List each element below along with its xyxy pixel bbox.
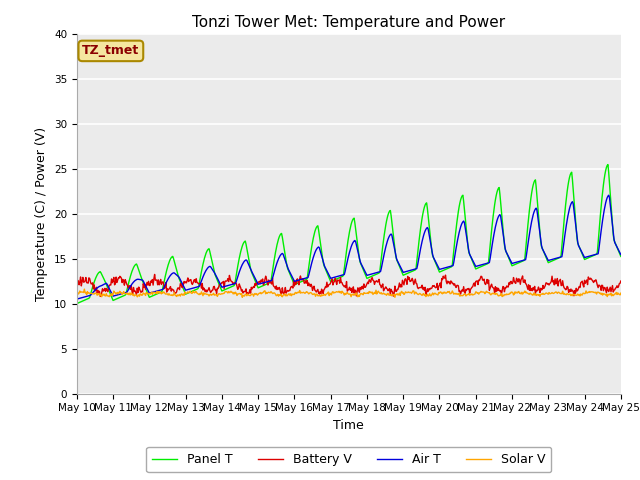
Panel T: [447, 264, 454, 270]
Air T: [617, 252, 625, 257]
Panel T: [193, 287, 200, 292]
Panel T: [73, 300, 81, 306]
Battery V: [194, 280, 202, 286]
Battery V: [568, 288, 576, 293]
Solar V: [395, 292, 403, 298]
Panel T: [604, 162, 612, 168]
Air T: [216, 280, 223, 286]
Line: Solar V: Solar V: [77, 289, 621, 297]
Legend: Panel T, Battery V, Air T, Solar V: Panel T, Battery V, Air T, Solar V: [146, 447, 552, 472]
Solar V: [81, 286, 88, 292]
Solar V: [617, 290, 625, 296]
Battery V: [449, 281, 456, 287]
Solar V: [449, 288, 456, 294]
Air T: [193, 284, 200, 290]
Panel T: [617, 253, 625, 259]
Solar V: [568, 293, 576, 299]
Panel T: [567, 170, 575, 176]
Line: Panel T: Panel T: [77, 165, 621, 303]
Air T: [567, 201, 575, 207]
Title: Tonzi Tower Met: Temperature and Power: Tonzi Tower Met: Temperature and Power: [192, 15, 506, 30]
Solar V: [73, 290, 81, 296]
Panel T: [340, 266, 348, 272]
Panel T: [394, 258, 401, 264]
Air T: [340, 272, 348, 277]
Battery V: [617, 278, 625, 284]
Panel T: [216, 283, 223, 288]
Text: TZ_tmet: TZ_tmet: [82, 44, 140, 58]
Y-axis label: Temperature (C) / Power (V): Temperature (C) / Power (V): [35, 127, 48, 300]
Battery V: [342, 285, 349, 290]
Battery V: [73, 283, 81, 288]
Air T: [73, 296, 81, 302]
Line: Air T: Air T: [77, 195, 621, 299]
Air T: [394, 257, 401, 263]
Battery V: [395, 284, 403, 290]
X-axis label: Time: Time: [333, 419, 364, 432]
Air T: [447, 264, 454, 269]
Battery V: [97, 293, 104, 300]
Solar V: [193, 290, 201, 296]
Solar V: [239, 294, 246, 300]
Solar V: [342, 291, 349, 297]
Line: Battery V: Battery V: [77, 275, 621, 296]
Battery V: [217, 281, 225, 287]
Solar V: [216, 291, 224, 297]
Battery V: [151, 272, 159, 277]
Air T: [605, 192, 612, 198]
